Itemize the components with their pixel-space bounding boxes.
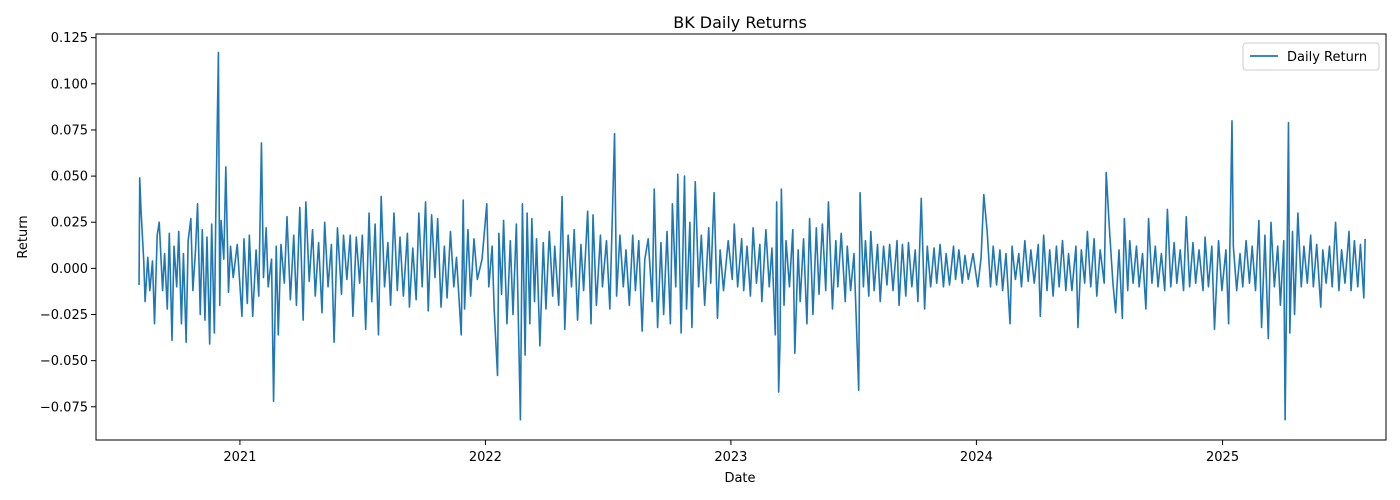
- y-tick-label: −0.050: [40, 354, 88, 369]
- y-axis: −0.075 −0.050 −0.025 0.000 0.025 0.050 0.075 0.…: [40, 31, 96, 415]
- y-tick-label: −0.075: [40, 400, 88, 415]
- y-tick-label: 0.100: [51, 77, 88, 92]
- y-tick-label: 0.050: [51, 170, 88, 185]
- x-tick-label: 2024: [960, 450, 993, 465]
- chart-title: BK Daily Returns: [673, 13, 807, 32]
- y-tick-label: 0.000: [51, 262, 88, 277]
- x-axis-title: Date: [724, 471, 755, 486]
- x-tick-label: 2023: [714, 450, 747, 465]
- y-axis-title: Return: [16, 215, 31, 258]
- y-tick-label: 0.125: [51, 31, 88, 46]
- x-tick-label: 2021: [223, 450, 256, 465]
- legend-label-daily-return: Daily Return: [1287, 50, 1367, 65]
- legend: Daily Return: [1242, 42, 1380, 71]
- x-axis: 2021 2022 2023 2024 2025: [223, 440, 1239, 465]
- y-tick-label: −0.025: [40, 308, 88, 323]
- series-line-daily-return: [138, 51, 1366, 421]
- y-tick-label: 0.025: [51, 216, 88, 231]
- legend-box: [1242, 42, 1380, 71]
- axes-frame: [95, 33, 1387, 441]
- y-tick-label: 0.075: [51, 123, 88, 138]
- plot-area: [95, 33, 1387, 441]
- x-tick-label: 2022: [469, 450, 502, 465]
- x-tick-label: 2025: [1206, 450, 1239, 465]
